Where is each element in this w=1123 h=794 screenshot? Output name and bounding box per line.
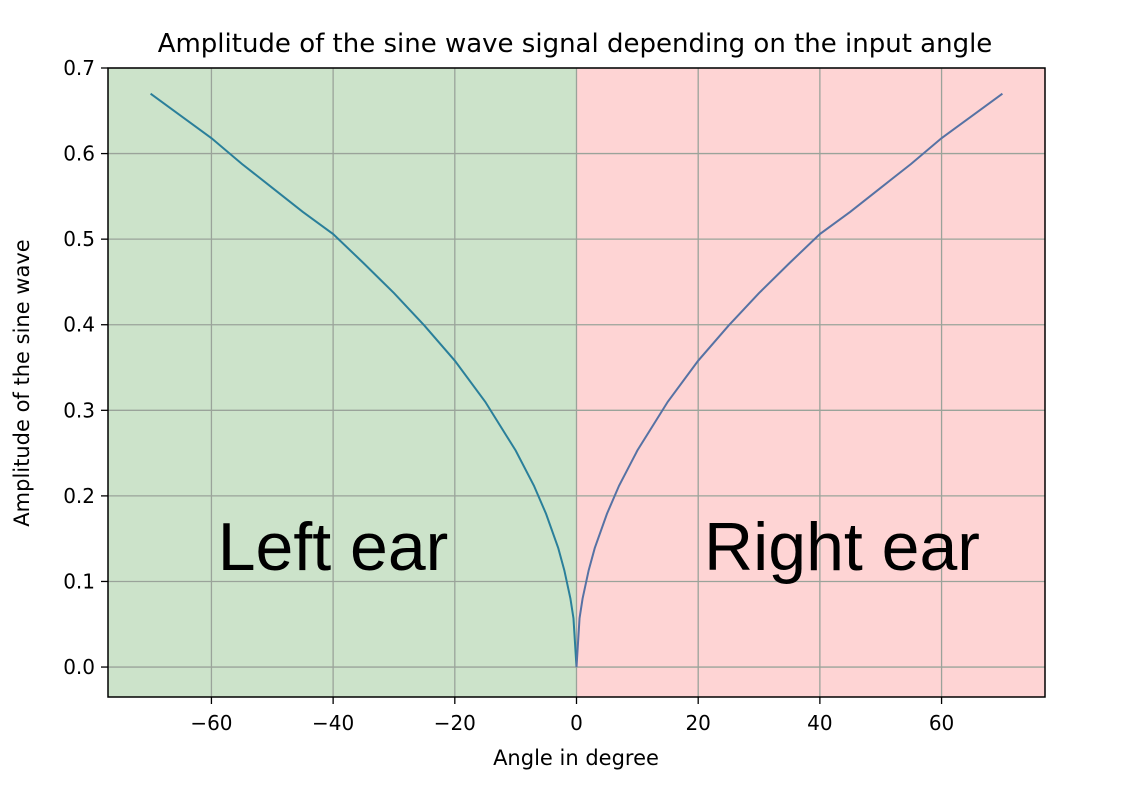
y-tick-label: 0.7: [63, 56, 95, 80]
y-tick-label: 0.2: [63, 484, 95, 508]
x-tick-label: 60: [929, 711, 954, 735]
x-tick-label: 40: [807, 711, 832, 735]
series-line-left: [149, 92, 578, 668]
region-right: [576, 68, 1045, 697]
x-tick-label: −40: [312, 711, 354, 735]
y-tick-label: 0.4: [63, 313, 95, 337]
series-line-right: [575, 92, 1004, 668]
region-label-left: Left ear: [218, 509, 449, 585]
y-tick-label: 0.6: [63, 142, 95, 166]
region-label-right: Right ear: [704, 509, 980, 585]
chart-title: Amplitude of the sine wave signal depend…: [158, 29, 993, 59]
y-axis-label: Amplitude of the sine wave: [10, 239, 34, 526]
x-tick-label: −20: [434, 711, 476, 735]
y-tick-label: 0.3: [63, 398, 95, 422]
x-tick-label: 0: [570, 711, 583, 735]
x-tick-label: −60: [190, 711, 232, 735]
region-left: [108, 68, 577, 697]
x-axis-label: Angle in degree: [493, 746, 659, 770]
y-tick-label: 0.0: [63, 655, 95, 679]
y-tick-label: 0.1: [63, 569, 95, 593]
y-tick-label: 0.5: [63, 227, 95, 251]
x-tick-label: 20: [685, 711, 710, 735]
